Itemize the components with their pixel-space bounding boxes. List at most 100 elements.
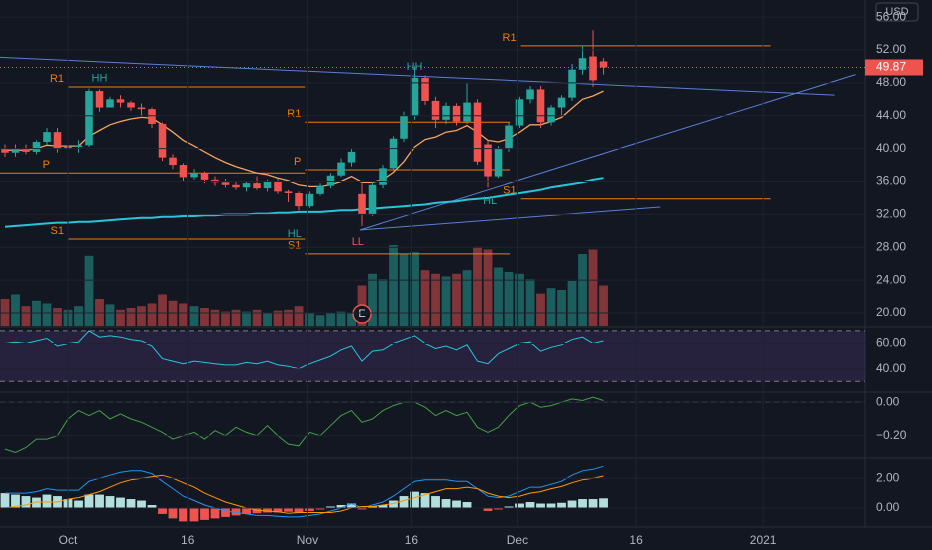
volume-bar <box>53 308 62 326</box>
histogram-bar <box>378 505 388 508</box>
x-tick-label: Dec <box>507 533 528 547</box>
volume-bar <box>336 311 346 326</box>
volume-bar <box>242 311 251 326</box>
histogram-bar <box>588 499 598 508</box>
histogram-bar <box>441 499 451 508</box>
trendline <box>359 206 661 231</box>
y-tick-label: 32.00 <box>876 207 906 221</box>
volume-bar <box>42 303 52 326</box>
candle-body <box>116 99 125 103</box>
histogram-bar <box>221 507 230 517</box>
histogram-bar <box>326 506 335 508</box>
volume-bar <box>263 312 272 326</box>
pivot-level-label: R1 <box>287 108 301 120</box>
candle-body <box>410 77 419 116</box>
pivot-level-label: R1 <box>503 32 517 44</box>
candle-body <box>274 181 282 192</box>
histogram-bar <box>368 506 377 508</box>
pivot-level-label: R1 <box>50 73 64 85</box>
x-tick-label: 16 <box>181 533 195 547</box>
event-marker <box>352 304 372 324</box>
volume-bar <box>525 279 535 326</box>
histogram-bar <box>305 507 314 511</box>
candle-body <box>557 97 566 108</box>
histogram-bar <box>168 507 178 519</box>
histogram-bar <box>557 502 566 508</box>
histogram-bar <box>483 507 493 511</box>
histogram-bar <box>347 503 356 508</box>
y-tick-label: −0.20 <box>876 428 907 442</box>
volume-bar <box>84 255 94 326</box>
candle-body <box>316 185 324 194</box>
histogram-bar <box>462 502 472 508</box>
candle-body <box>137 107 146 110</box>
histogram-bar <box>189 507 199 522</box>
candle-body <box>32 142 41 152</box>
histogram-bar <box>21 496 31 508</box>
candle-body <box>221 182 230 185</box>
volume-bar <box>284 309 293 326</box>
x-tick-label: Nov <box>297 533 318 547</box>
histogram-bar <box>179 507 188 522</box>
pivot-level-label: P <box>294 156 301 168</box>
y-tick-label: 44.00 <box>876 108 906 122</box>
indicator-line <box>5 90 604 188</box>
volume-bar <box>137 306 146 326</box>
volume-bar <box>494 267 503 326</box>
candle-body <box>389 138 398 169</box>
volume-bar <box>536 293 545 326</box>
histogram-bar <box>116 497 125 508</box>
x-tick-label: 16 <box>405 533 419 547</box>
histogram-bar <box>336 505 346 508</box>
pivot-level-label: S1 <box>288 240 301 252</box>
histogram-bar <box>284 507 293 512</box>
volume-bar <box>273 310 283 326</box>
volume-bar <box>305 312 314 326</box>
histogram-bar <box>389 500 398 508</box>
pane <box>0 465 608 522</box>
candle-body <box>11 148 20 153</box>
y-tick-label: 48.00 <box>876 75 906 89</box>
histogram-bar <box>578 499 587 508</box>
candle-body <box>473 102 482 162</box>
histogram-bar <box>32 497 41 508</box>
histogram-bar <box>95 494 104 508</box>
y-tick-label: 40.00 <box>876 361 906 375</box>
candle-body <box>400 115 408 139</box>
volume-bar <box>504 272 514 326</box>
candle-body <box>95 91 104 108</box>
candle-body <box>295 193 303 207</box>
candle-body <box>368 184 377 215</box>
volume-bar <box>452 273 461 326</box>
candle-body <box>242 183 251 188</box>
histogram-bar <box>525 502 535 508</box>
y-tick-label: 2.00 <box>876 470 900 484</box>
indicator-line <box>4 177 604 228</box>
volume-bar <box>473 246 482 326</box>
histogram-bar <box>200 507 209 520</box>
histogram-bar <box>137 500 146 508</box>
last-price-box <box>865 59 923 76</box>
candle-body <box>536 89 545 123</box>
candle-body <box>326 175 335 186</box>
volume-bar <box>410 252 419 326</box>
candle-body <box>232 184 240 188</box>
histogram-bar <box>357 507 367 510</box>
candle-body <box>127 102 135 108</box>
volume-bar <box>368 273 377 326</box>
volume-bar <box>578 254 587 326</box>
histogram-bar <box>74 500 83 508</box>
pivot-label: HL <box>483 195 497 207</box>
histogram-bar <box>158 507 167 514</box>
candle-body <box>190 173 198 178</box>
volume-bar <box>189 306 199 326</box>
histogram-bar <box>599 498 608 508</box>
volume-bar <box>105 304 115 326</box>
candle-body <box>431 100 440 120</box>
volume-bar <box>567 281 577 326</box>
candle-body <box>179 165 188 178</box>
candle-body <box>106 99 114 108</box>
candle-body <box>452 105 461 122</box>
volume-bar <box>399 254 409 326</box>
candle-body <box>578 58 587 70</box>
